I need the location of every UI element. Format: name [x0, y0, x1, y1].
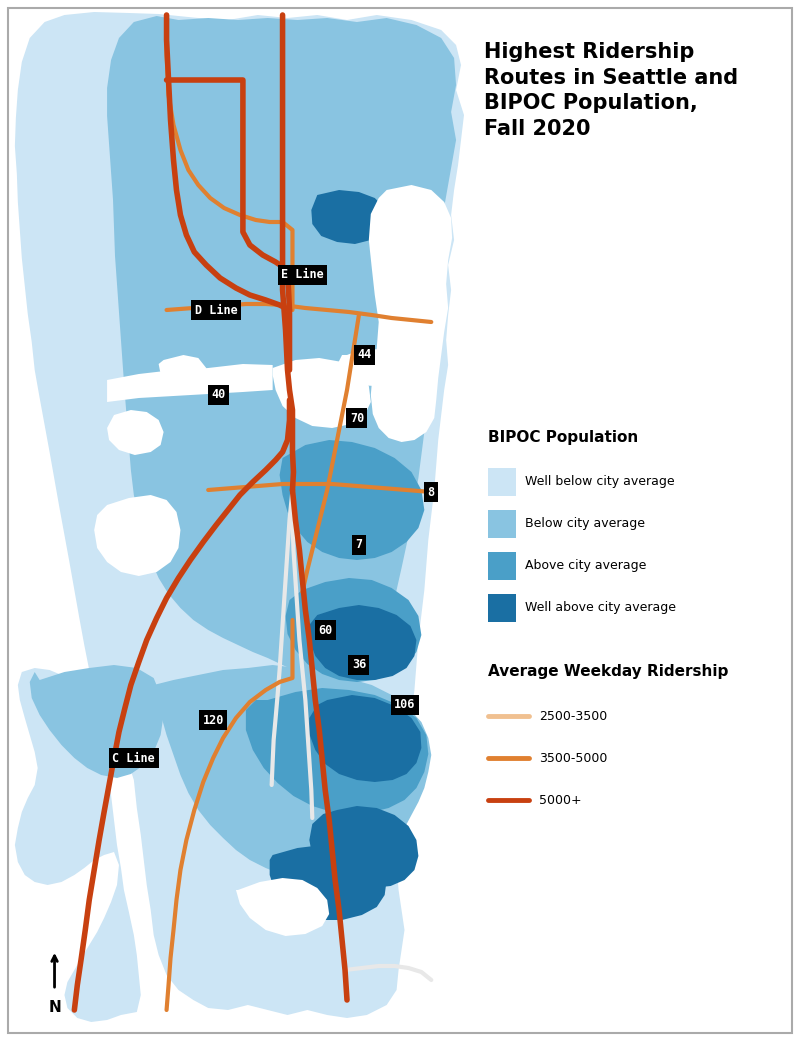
Text: 70: 70: [349, 411, 364, 425]
Text: N: N: [48, 1000, 61, 1015]
Text: 5000+: 5000+: [539, 793, 582, 807]
Text: Well below city average: Well below city average: [525, 476, 675, 488]
Text: C Line: C Line: [112, 752, 155, 764]
Polygon shape: [279, 440, 424, 560]
Polygon shape: [94, 496, 181, 576]
Text: 8: 8: [428, 485, 435, 499]
Polygon shape: [309, 605, 416, 680]
Polygon shape: [153, 665, 431, 882]
Polygon shape: [309, 695, 421, 782]
FancyBboxPatch shape: [487, 552, 516, 580]
Polygon shape: [286, 578, 421, 682]
Polygon shape: [30, 665, 164, 778]
Text: Average Weekday Ridership: Average Weekday Ridership: [487, 664, 728, 679]
Text: 2500-3500: 2500-3500: [539, 710, 608, 722]
Text: 7: 7: [355, 538, 362, 552]
Text: E Line: E Line: [281, 269, 324, 281]
Text: D Line: D Line: [194, 304, 237, 316]
Text: Below city average: Below city average: [525, 517, 646, 531]
Text: Highest Ridership
Routes in Seattle and
BIPOC Population,
Fall 2020: Highest Ridership Routes in Seattle and …: [484, 42, 738, 138]
Polygon shape: [312, 191, 387, 244]
Polygon shape: [236, 878, 329, 936]
FancyBboxPatch shape: [487, 594, 516, 623]
Polygon shape: [15, 12, 464, 1022]
Text: 60: 60: [318, 624, 332, 636]
Text: 120: 120: [203, 713, 224, 727]
Polygon shape: [246, 688, 429, 814]
Polygon shape: [107, 364, 273, 402]
Text: 36: 36: [352, 659, 366, 671]
Text: 40: 40: [211, 388, 225, 402]
Polygon shape: [107, 16, 456, 680]
Text: 44: 44: [358, 349, 372, 361]
Polygon shape: [270, 845, 387, 920]
Text: Above city average: Above city average: [525, 559, 647, 573]
Polygon shape: [337, 348, 395, 386]
Polygon shape: [369, 185, 452, 442]
Text: 106: 106: [394, 699, 415, 711]
Polygon shape: [107, 410, 164, 455]
Text: 3500-5000: 3500-5000: [539, 752, 608, 764]
FancyBboxPatch shape: [487, 510, 516, 538]
Polygon shape: [309, 806, 418, 888]
Polygon shape: [159, 355, 207, 384]
Text: BIPOC Population: BIPOC Population: [487, 430, 638, 445]
FancyBboxPatch shape: [487, 468, 516, 496]
Text: Well above city average: Well above city average: [525, 602, 676, 614]
Polygon shape: [273, 358, 370, 428]
